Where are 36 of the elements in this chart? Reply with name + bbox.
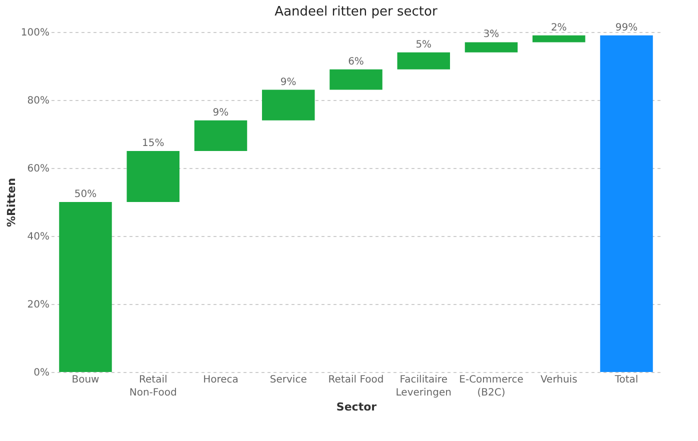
x-tick-label: Service [270, 374, 307, 386]
x-tick-label: Verhuis [540, 374, 578, 386]
x-tick-label: Retail Non-Food [129, 374, 177, 398]
y-tick-label: 0% [34, 368, 50, 378]
x-axis-title: Sector [336, 400, 378, 414]
data-label: 15% [142, 138, 164, 149]
y-tick-label: 80% [27, 96, 50, 106]
data-label: 99% [615, 22, 638, 34]
bar [397, 52, 450, 70]
bar [262, 90, 315, 120]
x-tick-label: Bouw [72, 374, 100, 386]
y-tick-label: 20% [27, 300, 50, 310]
x-tick-label: E-Commerce (B2C) [459, 374, 524, 398]
data-label: 3% [483, 29, 500, 40]
x-tick-label: Total [614, 374, 638, 386]
data-label: 50% [74, 189, 97, 200]
y-tick-label: 60% [27, 164, 50, 174]
data-label: 6% [348, 56, 364, 68]
bar [600, 35, 653, 372]
bar [532, 35, 586, 42]
data-label: 9% [280, 76, 296, 88]
bar [194, 120, 248, 151]
bar [59, 202, 112, 372]
bar [126, 151, 180, 202]
x-tick-label: Facilitaire Leveringen [396, 374, 452, 398]
y-axis-title: %Ritten [4, 178, 18, 228]
x-tick-label: Retail Food [328, 374, 384, 386]
bar [330, 69, 382, 90]
data-label: 2% [550, 22, 567, 34]
bar [464, 42, 518, 52]
data-label: 5% [416, 39, 432, 50]
y-tick-label: 40% [27, 232, 50, 242]
y-tick-label: 100% [20, 28, 50, 38]
x-tick-label: Horeca [203, 374, 238, 386]
chart-title: Aandeel ritten per sector [274, 4, 438, 20]
data-label: 9% [212, 107, 229, 118]
